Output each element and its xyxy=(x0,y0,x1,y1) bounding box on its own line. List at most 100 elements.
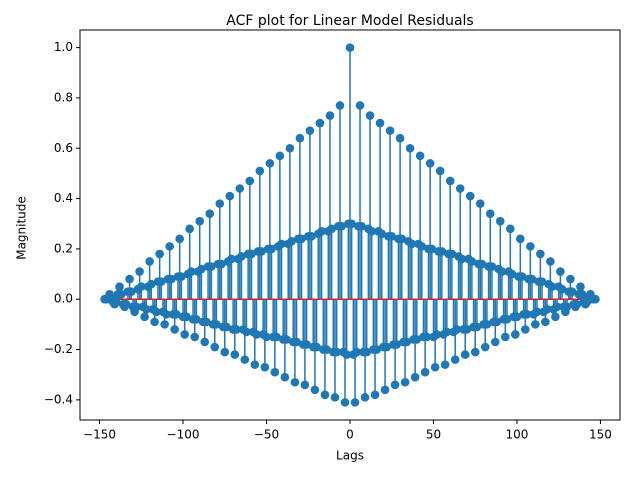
stem-marker xyxy=(477,259,487,269)
stem-marker xyxy=(365,111,375,120)
stem-marker xyxy=(255,166,265,176)
stem-marker xyxy=(237,252,246,261)
stem-marker xyxy=(212,320,221,329)
stem-marker xyxy=(322,345,331,354)
stem-marker xyxy=(390,380,400,390)
stem-marker xyxy=(332,347,341,357)
stem-marker xyxy=(425,159,435,168)
stem-marker xyxy=(190,332,200,342)
stem-marker xyxy=(217,259,226,269)
stem-marker xyxy=(487,262,497,271)
stem-marker xyxy=(210,342,220,352)
stem-marker xyxy=(297,234,306,244)
stem-marker xyxy=(167,274,176,284)
stem-marker xyxy=(402,337,412,347)
stem-marker xyxy=(197,264,206,274)
stem-marker xyxy=(430,362,440,372)
stem-marker xyxy=(260,362,270,372)
stem-marker xyxy=(317,226,326,236)
stem-marker xyxy=(375,118,385,128)
stem-marker xyxy=(507,269,517,279)
x-tick-label: 150 xyxy=(589,428,612,442)
stem-marker xyxy=(440,360,450,369)
stem-marker xyxy=(360,393,370,402)
stem-marker xyxy=(275,151,285,161)
stem-marker xyxy=(170,325,179,334)
y-tick-label: 1.0 xyxy=(54,40,73,54)
stem-marker xyxy=(140,312,149,322)
stem-marker xyxy=(470,347,480,357)
stem-marker xyxy=(567,287,577,296)
stem-marker xyxy=(492,317,502,327)
stem-marker xyxy=(572,299,582,309)
stem-marker xyxy=(576,282,585,291)
stem-marker xyxy=(157,277,166,286)
stem-marker xyxy=(556,267,565,276)
stem-marker xyxy=(551,312,560,322)
stem-marker xyxy=(315,118,325,128)
stem-marker xyxy=(536,249,545,259)
stem-marker xyxy=(357,221,366,231)
y-tick-label: 0.6 xyxy=(54,141,73,155)
stem-marker xyxy=(177,272,186,281)
stem-marker xyxy=(327,224,336,234)
stem-marker xyxy=(377,229,387,239)
stem-marker xyxy=(546,257,555,266)
stem-marker xyxy=(435,166,445,176)
stem-marker xyxy=(305,126,315,135)
stem-marker xyxy=(511,330,520,339)
stem-marker xyxy=(355,101,365,110)
stem-marker xyxy=(532,307,542,317)
y-tick-label: −0.4 xyxy=(44,392,73,406)
stem-marker xyxy=(526,242,535,251)
stem-marker xyxy=(335,101,345,110)
stem-marker xyxy=(420,367,430,377)
stem-marker xyxy=(400,377,410,387)
y-tick-label: 0.8 xyxy=(54,90,73,104)
stem-marker xyxy=(282,335,291,344)
stem-marker xyxy=(372,345,382,354)
stem-marker xyxy=(387,232,397,241)
x-tick-label: 0 xyxy=(346,428,354,442)
stem-marker xyxy=(272,332,281,342)
stem-marker xyxy=(165,242,174,251)
stem-marker xyxy=(415,151,425,161)
stem-marker xyxy=(175,234,184,244)
stem-marker xyxy=(350,398,360,407)
stem-marker xyxy=(182,312,191,322)
stem-marker xyxy=(111,297,121,307)
stem-marker xyxy=(352,347,361,357)
stem-marker xyxy=(312,342,321,352)
stem-marker xyxy=(340,398,350,407)
stem-marker xyxy=(285,143,295,153)
stem-marker xyxy=(505,224,515,234)
stem-marker xyxy=(202,317,211,327)
stem-marker xyxy=(155,249,164,259)
stem-marker xyxy=(380,385,390,395)
stem-marker xyxy=(290,377,300,387)
stem-marker xyxy=(265,159,275,168)
stem-marker xyxy=(242,327,251,337)
stem-marker xyxy=(480,342,490,352)
stem-marker xyxy=(482,320,492,329)
stem-marker xyxy=(135,267,144,276)
stem-marker xyxy=(541,317,550,327)
stem-marker xyxy=(121,299,131,309)
stem-marker xyxy=(397,234,407,244)
stem-marker xyxy=(395,133,405,143)
stem-marker xyxy=(407,239,417,249)
y-tick-label: −0.2 xyxy=(44,342,73,356)
y-axis-label: Magnitude xyxy=(15,196,29,260)
plot-frame xyxy=(79,29,621,421)
stem-marker xyxy=(516,234,525,244)
stem-marker xyxy=(547,282,557,291)
stem-marker xyxy=(495,216,505,226)
stem-marker xyxy=(412,335,422,344)
stem-marker xyxy=(320,390,330,400)
stem-marker xyxy=(152,307,161,317)
stem-marker xyxy=(185,224,195,234)
stem-marker xyxy=(577,289,587,299)
stem-marker xyxy=(345,43,355,52)
stem-marker xyxy=(385,126,395,135)
